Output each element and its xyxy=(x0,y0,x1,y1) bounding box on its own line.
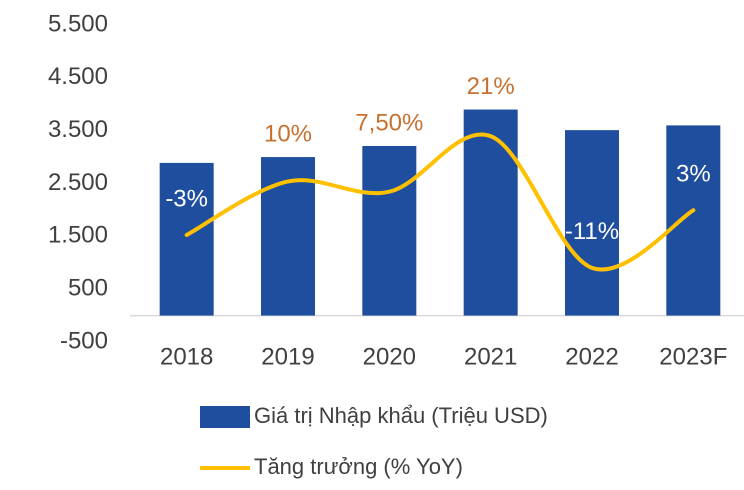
legend-label: Tăng trưởng (% YoY) xyxy=(254,454,463,479)
bar xyxy=(463,109,518,316)
bar xyxy=(565,130,619,316)
y-tick-label: 500 xyxy=(68,275,108,302)
x-tick-label: 2023F xyxy=(659,343,727,370)
x-tick-label: 2020 xyxy=(363,343,416,370)
data-label: 7,50% xyxy=(355,109,423,136)
y-tick-label: 4.500 xyxy=(48,63,108,90)
x-tick-label: 2022 xyxy=(565,343,618,370)
line xyxy=(184,132,696,272)
x-tick-label: 2018 xyxy=(160,343,213,370)
y-tick-label: 5.500 xyxy=(48,10,108,37)
data-label: -11% xyxy=(565,218,619,245)
data-label: -3% xyxy=(165,185,208,212)
y-tick-label: 1.500 xyxy=(48,222,108,249)
bar xyxy=(159,162,214,316)
data-label: 21% xyxy=(467,73,515,100)
y-tick-label: 2.500 xyxy=(48,169,108,196)
data-label: 3% xyxy=(676,161,711,188)
y-tick-label: 3.500 xyxy=(48,116,108,143)
y-tick-label: -500 xyxy=(60,327,108,354)
x-tick-label: 2019 xyxy=(261,343,314,370)
legend-label: Giá trị Nhập khẩu (Triệu USD) xyxy=(254,403,548,428)
bar xyxy=(362,145,417,316)
x-tick-label: 2021 xyxy=(464,343,517,370)
bar xyxy=(666,125,721,316)
legend-swatch xyxy=(200,406,250,428)
bar xyxy=(261,157,315,316)
data-label: 10% xyxy=(264,120,312,147)
